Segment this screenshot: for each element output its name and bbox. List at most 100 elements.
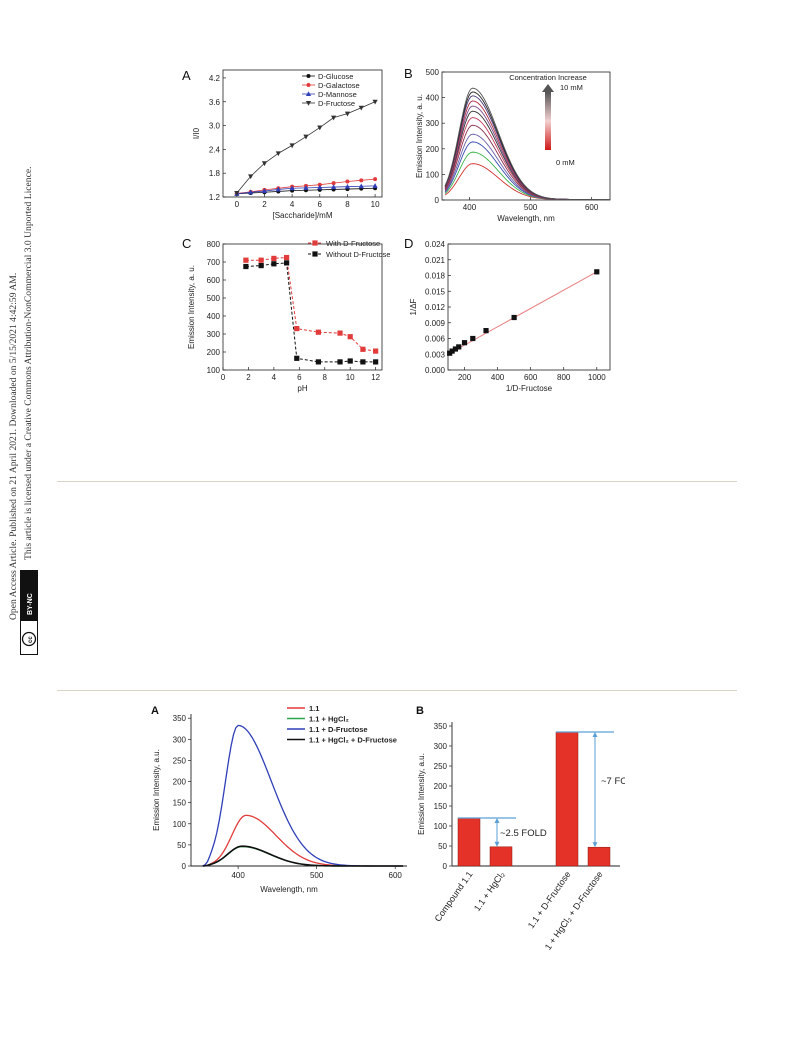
category-label: Compound 1.1 [433,869,475,923]
legend-entry: Without D-Fructose [326,250,390,259]
arrow-head-icon [494,841,500,847]
y-tick-label: 200 [173,778,187,787]
data-point [373,359,379,365]
emission-curve [202,724,404,867]
cc-license-badge[interactable]: BY-NC cc [20,570,38,655]
y-tick-label: 0 [182,862,187,871]
license-sidebar-svg: Open Access Article. Published on 21 Apr… [8,166,34,620]
panel-label: B [416,705,424,717]
x-axis-label: [Saccharide]/mM [272,211,332,220]
x-tick-label: 400 [231,871,245,880]
x-tick-label: 12 [371,373,380,382]
y-tick-label: 150 [434,802,448,811]
y-tick-label: 350 [434,722,448,731]
bar [457,817,481,867]
x-tick-label: 6 [318,200,323,209]
x-tick-label: 600 [524,373,538,382]
y-tick-label: 200 [207,348,221,357]
data-point [258,257,264,263]
y-axis-label: Emission Intensity, a. u. [415,94,424,178]
x-tick-label: 600 [389,871,403,880]
figure-panel-b-bottom: 0 50 100 150 200 250 300 350 Emission Intensity,… [410,700,640,958]
emission-curve [444,87,611,200]
y-tick-label: 50 [438,842,447,851]
y-tick-label: 100 [173,820,187,829]
badge-cc-text: cc [28,636,34,643]
figure-panel-a-bottom: 0 50 100 150 200 250 300 350 400 500 600 Wavelength… [145,700,420,900]
data-point [373,177,378,182]
bar [489,846,513,867]
data-point [289,143,295,149]
license-line-2: This article is licensed under a Creativ… [23,166,34,560]
data-point [345,179,350,184]
data-point [337,359,343,365]
x-tick-label: 2 [246,373,251,382]
cc-badge-svg: BY-NC cc [21,571,37,647]
x-axis-label: 1/D-Fructose [506,384,553,393]
chart-d-top: 0.000 0.003 0.006 0.009 0.012 0.015 0.018 0.021… [404,236,611,393]
fold-annotation: ~7 FOLD [601,776,625,787]
x-axis-label: pH [297,384,307,393]
emission-curve [202,814,404,867]
legend-entry: 1.1 + D-Fructose [309,725,368,734]
y-tick-label: 250 [434,762,448,771]
data-point [452,346,459,352]
arrow-head-icon [592,842,598,848]
colorbar-arrow-icon [542,84,554,92]
y-tick-label: 200 [426,145,440,154]
data-point [511,314,517,321]
chart-b-bottom: 0 50 100 150 200 250 300 350 Emission Intensity,… [416,705,640,958]
data-point [331,115,337,121]
data-point [271,261,277,267]
y-tick-label: 50 [177,841,186,850]
chart-a-bottom: 0 50 100 150 200 250 300 350 400 500 600 Wavelength… [151,704,407,894]
y-tick-label: 0.015 [425,287,446,296]
data-point [289,185,295,191]
x-tick-label: 4 [272,373,277,382]
y-tick-label: 500 [207,294,221,303]
y-tick-label: 2.4 [209,145,221,154]
x-tick-label: 6 [297,373,302,382]
y-tick-label: 500 [426,68,440,77]
legend-entry: D-Glucose [318,72,353,81]
data-point [294,355,300,361]
data-point [275,186,281,192]
legend-marker [306,74,311,78]
cc-icon [21,631,37,647]
y-tick-label: 100 [207,366,221,375]
emission-curve [444,95,611,200]
plot-frame [441,71,611,201]
data-point [483,328,489,334]
legend-entry: 1.1 [309,704,319,713]
data-point [271,255,277,261]
plot-frame [447,243,611,371]
data-point [234,191,240,196]
y-tick-label: 0.018 [425,272,446,281]
badge-by-text: BY-NC [27,593,34,615]
data-point [461,340,468,346]
x-tick-label: 400 [463,203,477,212]
y-tick-label: 400 [207,312,221,321]
arrow-head-icon [592,732,598,737]
legend-marker [312,240,318,246]
x-tick-label: 400 [491,373,505,382]
data-point [275,151,281,157]
data-point [303,185,309,190]
data-point [594,269,600,275]
emission-curve [444,110,611,200]
emission-curve [202,845,404,867]
x-tick-label: 0 [235,200,240,209]
fit-line [447,271,598,355]
x-tick-label: 4 [290,200,295,209]
y-tick-label: 100 [434,822,448,831]
data-point [258,263,264,269]
license-sidebar: Open Access Article. Published on 21 Apr… [0,0,50,1039]
data-point [248,174,254,180]
y-tick-label: 0.024 [425,240,446,249]
data-point [331,184,337,190]
figure-panel-d-top: 0.000 0.003 0.006 0.009 0.012 0.015 0.018 0.021… [398,232,618,404]
data-point [337,330,343,336]
data-point [372,99,378,105]
data-point [284,260,290,266]
data-point [243,263,249,270]
